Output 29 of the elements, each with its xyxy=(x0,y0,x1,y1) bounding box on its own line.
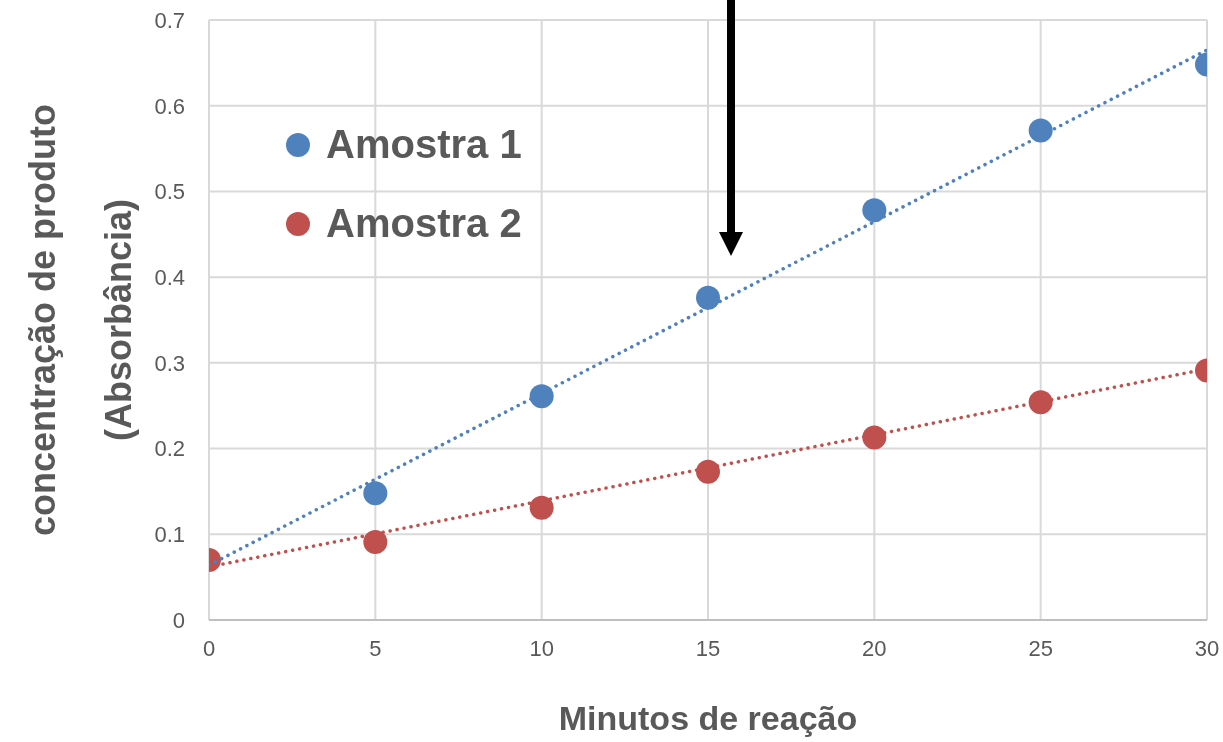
point xyxy=(1028,118,1053,143)
legend-label: Amostra 1 xyxy=(326,122,522,167)
x-tick-label: 15 xyxy=(695,635,721,661)
legend-label: Amostra 2 xyxy=(326,201,522,246)
point xyxy=(696,459,720,484)
y-tick-label: 0.1 xyxy=(154,522,185,548)
x-tick-label: 20 xyxy=(862,635,887,661)
point xyxy=(1028,390,1053,415)
point xyxy=(363,481,388,506)
x-tick-label: 30 xyxy=(1194,635,1220,661)
point xyxy=(862,198,887,223)
y-tick-label: 0.4 xyxy=(154,264,185,290)
point xyxy=(529,495,554,520)
x-tick-label: 25 xyxy=(1028,635,1053,661)
point xyxy=(363,530,388,554)
point xyxy=(529,384,554,409)
x-tick-label: 0 xyxy=(202,635,216,661)
y-axis-title: concentração de produto (Absorbância) xyxy=(22,103,139,537)
y-tick-label: 0.7 xyxy=(154,7,185,33)
y-tick-label: 0.3 xyxy=(154,350,185,376)
point xyxy=(696,285,720,310)
y-tick-label: 0.2 xyxy=(154,436,185,462)
x-tick-label: 10 xyxy=(529,635,554,661)
y-tick-label: 0.5 xyxy=(154,179,185,205)
x-tick-label: 5 xyxy=(369,635,382,661)
y-tick-label: 0 xyxy=(172,607,185,633)
point xyxy=(862,425,887,450)
y-tick-label: 0.6 xyxy=(154,93,185,119)
x-axis-title: Minutos de reação xyxy=(558,699,858,737)
